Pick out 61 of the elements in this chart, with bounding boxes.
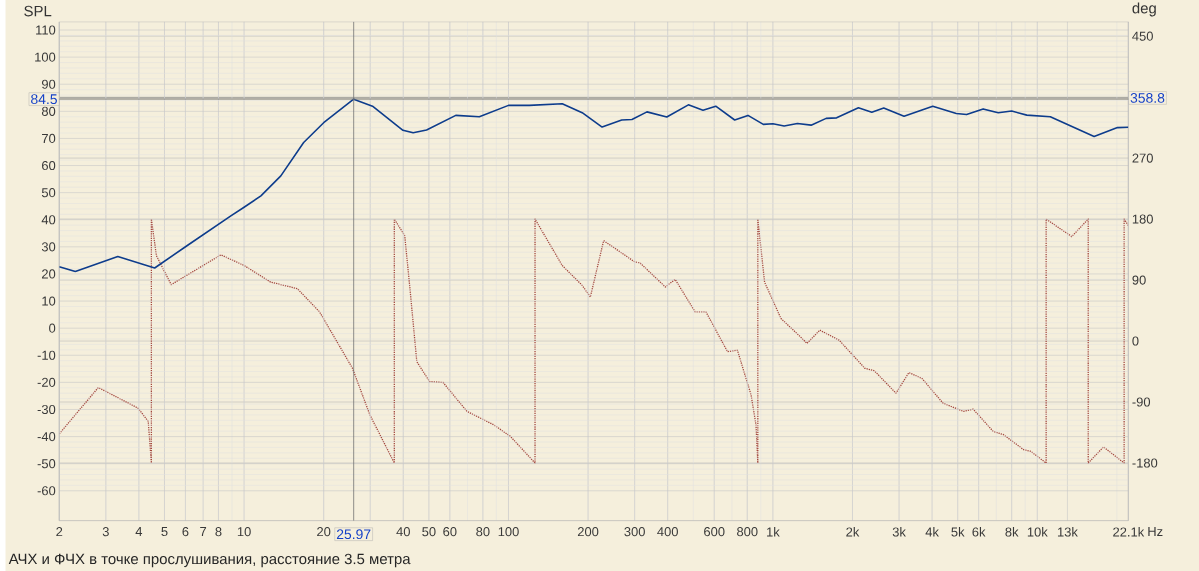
y-tick-label: -50 <box>37 458 56 469</box>
y-tick-label: 110 <box>36 25 56 35</box>
x-tick-label: 3k <box>892 526 906 537</box>
x-tick-label: 22.1k <box>1113 526 1145 537</box>
ref-line-label: 84.5 <box>31 94 57 104</box>
x-tick-label: 200 <box>577 526 599 537</box>
x-tick-label: 300 <box>624 526 645 537</box>
x-tick-label: 800 <box>737 526 758 537</box>
x-axis-title: Hz <box>1148 526 1163 536</box>
text: АЧХ и ФЧХ в точке прослушивания, расстояние 3.5 метра <box>8 553 411 567</box>
x-tick-label: 2k <box>846 526 860 537</box>
ref-line-label: 25.97 <box>336 529 371 539</box>
y-tick-label: 100 <box>35 52 56 62</box>
x-tick-label: 10k <box>1027 526 1048 537</box>
x-tick-label: 13k <box>1057 526 1078 537</box>
x-tick-label: 50 <box>422 526 436 537</box>
x-tick-label: 8 <box>215 526 222 537</box>
x-tick-label: 2 <box>56 526 63 536</box>
y2-tick-label: 180 <box>1132 214 1153 224</box>
y2-axis-title: deg <box>1132 2 1156 17</box>
y2-tick-label: -90 <box>1132 397 1151 407</box>
x-tick-label: 10 <box>237 526 251 537</box>
y-tick-label: -60 <box>37 486 56 496</box>
y2-tick-label: 450 <box>1132 31 1153 41</box>
x-tick-label: 6 <box>182 526 189 537</box>
y2-tick-label: 90 <box>1132 275 1146 285</box>
y-tick-label: 60 <box>42 160 56 170</box>
x-tick-label: 4 <box>135 526 143 536</box>
x-tick-label: 4k <box>925 526 939 537</box>
x-tick-label: 5k <box>951 526 965 537</box>
x-tick-label: 40 <box>396 526 410 537</box>
x-tick-label: 100 <box>498 526 519 537</box>
y-tick-label: -10 <box>37 350 56 360</box>
x-tick-label: 6k <box>972 526 986 537</box>
ref-line-label: 358.8 <box>1130 92 1165 103</box>
y2-tick-label: 0 <box>1132 336 1139 346</box>
y-tick-label: -40 <box>37 431 56 441</box>
y-axis-title: SPL <box>24 5 52 17</box>
y-tick-label: -30 <box>37 404 56 414</box>
y-tick-label: 0 <box>49 323 56 333</box>
y-tick-label: 80 <box>41 106 56 116</box>
y-tick-label: 40 <box>41 214 56 225</box>
x-tick-label: 8k <box>1005 526 1019 537</box>
x-tick-label: 7 <box>200 526 207 536</box>
y-tick-label: 70 <box>42 133 56 143</box>
y2-tick-label: 270 <box>1132 153 1153 163</box>
x-tick-label: 60 <box>443 526 457 537</box>
x-tick-label: 1k <box>767 526 780 537</box>
x-tick-label: 400 <box>657 526 678 537</box>
y-tick-label: 20 <box>42 269 56 279</box>
x-tick-label: 600 <box>704 526 725 537</box>
x-tick-label: 5 <box>161 526 168 536</box>
y-tick-label: -20 <box>37 377 56 387</box>
y-tick-label: 50 <box>41 187 56 198</box>
x-tick-label: 20 <box>317 526 331 537</box>
y-tick-label: 30 <box>41 242 56 252</box>
y-tick-label: 10 <box>42 296 56 306</box>
x-tick-label: 80 <box>476 526 490 537</box>
y-tick-label: 90 <box>41 79 56 89</box>
x-tick-label: 3 <box>102 526 109 537</box>
y2-tick-label: -180 <box>1132 458 1158 468</box>
